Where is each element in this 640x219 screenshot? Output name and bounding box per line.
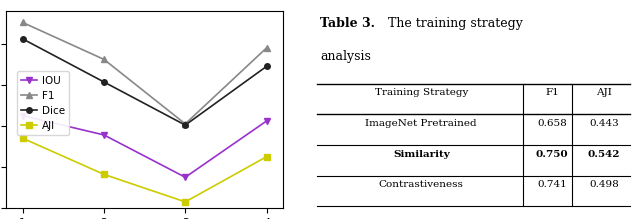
Dice — [262, 65, 270, 68]
Text: 0.658: 0.658 — [537, 119, 567, 128]
AJI — [19, 137, 26, 140]
Legend: IOU, F1, Dice, AJI: IOU, F1, Dice, AJI — [17, 71, 69, 135]
AJI — [100, 173, 108, 176]
Text: Contrastiveness: Contrastiveness — [379, 180, 464, 189]
Text: analysis: analysis — [320, 50, 371, 63]
F1 — [262, 47, 270, 49]
IOU — [19, 114, 26, 117]
Text: 0.498: 0.498 — [589, 180, 619, 189]
IOU — [181, 176, 189, 178]
Text: Table 3.: Table 3. — [320, 17, 375, 30]
Text: AJI: AJI — [596, 88, 612, 97]
Line: F1: F1 — [20, 20, 269, 127]
IOU — [262, 120, 270, 122]
Text: ImageNet Pretrained: ImageNet Pretrained — [365, 119, 477, 128]
Text: 0.443: 0.443 — [589, 119, 619, 128]
Text: 0.741: 0.741 — [537, 180, 567, 189]
Dice — [19, 38, 26, 40]
AJI — [181, 201, 189, 203]
Dice — [100, 81, 108, 83]
Text: F1: F1 — [545, 88, 559, 97]
Dice — [181, 124, 189, 126]
Text: 0.750: 0.750 — [536, 150, 568, 159]
Text: Similarity: Similarity — [393, 150, 450, 159]
F1 — [100, 58, 108, 61]
Text: 0.542: 0.542 — [588, 150, 620, 159]
Line: Dice: Dice — [20, 36, 269, 128]
F1 — [181, 123, 189, 125]
Line: IOU: IOU — [20, 113, 269, 180]
Line: AJI: AJI — [20, 136, 269, 205]
Text: Training Strategy: Training Strategy — [374, 88, 468, 97]
IOU — [100, 134, 108, 136]
Text: The training strategy: The training strategy — [384, 17, 523, 30]
F1 — [19, 21, 26, 24]
AJI — [262, 155, 270, 158]
